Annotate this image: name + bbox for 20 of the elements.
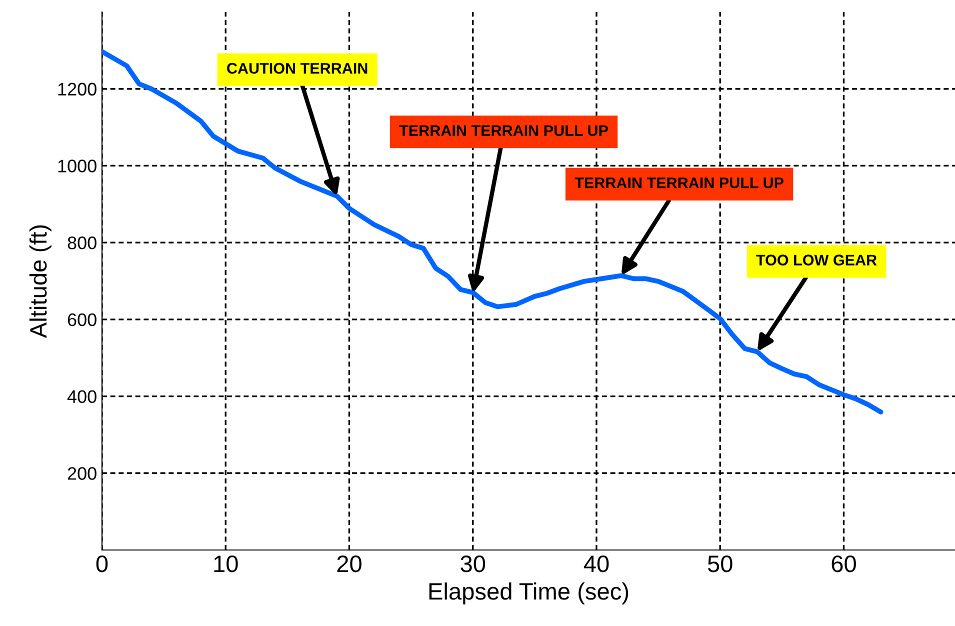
line-series <box>102 49 884 414</box>
y-tick-label: 400 <box>67 390 96 404</box>
x-tick-label: 20 <box>337 555 362 572</box>
y-tick-label: 600 <box>68 313 96 326</box>
x-tick-label: 60 <box>832 555 856 572</box>
y-tick-label: 800 <box>68 236 96 250</box>
annotation: TERRAIN TERRAIN PULL UP <box>399 125 608 136</box>
annotation: TERRAIN TERRAIN PULL UP <box>574 178 784 188</box>
x-tick-label: 0 <box>96 555 108 572</box>
x-tick-label: 40 <box>584 555 609 572</box>
x-tick-label: 10 <box>214 555 238 572</box>
x-tick-label: 30 <box>460 555 486 572</box>
annotation: TOO LOW GEAR <box>756 254 877 266</box>
annotation: CAUTION TERRAIN <box>227 62 368 74</box>
y-tick-label: 1200 <box>58 82 96 96</box>
x-axis-title: Elapsed Time (sec) <box>429 582 628 604</box>
y-tick-label: 1000 <box>58 160 96 172</box>
y-axis-title: Altitude (ft) <box>29 225 52 338</box>
y-tick-label: 200 <box>68 467 96 480</box>
x-tick-label: 50 <box>708 555 732 572</box>
